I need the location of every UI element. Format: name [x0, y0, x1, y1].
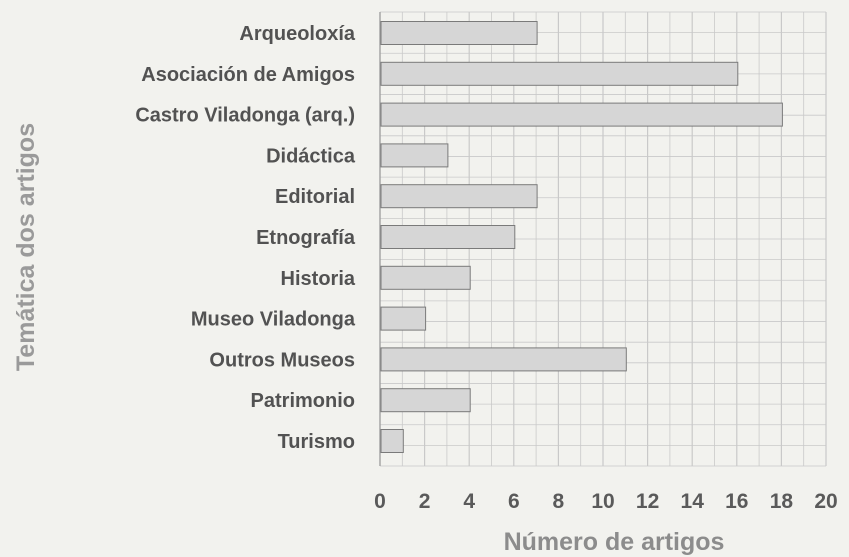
bar-4 [380, 143, 449, 168]
bar-7 [380, 265, 471, 290]
category-label: Etnografía [256, 227, 356, 249]
x-tick-label: 4 [463, 490, 475, 513]
bar-9 [380, 347, 627, 372]
x-tick-label: 0 [374, 490, 386, 513]
x-tick-label: 12 [636, 490, 659, 513]
bar-5 [380, 184, 538, 209]
category-label: Museo Viladonga [191, 309, 356, 331]
x-tick-label: 10 [591, 490, 614, 513]
x-tick-label: 6 [508, 490, 520, 513]
bar-6 [380, 225, 516, 249]
bar-2 [380, 61, 739, 86]
x-tick-label: 16 [725, 490, 748, 513]
category-label: Editorial [275, 186, 355, 208]
category-label: Castro Viladonga (arq.) [135, 105, 355, 127]
x-tick-label: 20 [814, 490, 837, 513]
y-axis-title: Temática dos artigos [12, 123, 40, 371]
category-label: Asociación de Amigos [141, 64, 355, 86]
category-label: Didáctica [266, 145, 356, 167]
x-axis-title: Número de artigos [504, 528, 725, 556]
category-label: Turismo [278, 431, 355, 453]
x-tick-labels: 0 2 4 6 8 10 12 14 16 18 20 [374, 490, 838, 513]
bars [380, 21, 783, 453]
bar-3 [380, 102, 783, 127]
category-labels: Arqueoloxía Asociación de Amigos Castro Vi… [135, 23, 356, 453]
x-tick-label: 18 [770, 490, 794, 513]
bar-8 [380, 306, 427, 331]
category-label: Arqueoloxía [239, 23, 355, 45]
category-label: Outros Museos [209, 349, 355, 371]
x-tick-label: 8 [553, 490, 565, 513]
bar-1 [380, 21, 538, 45]
x-tick-label: 2 [419, 490, 431, 513]
category-label: Historia [281, 268, 356, 290]
x-tick-label: 14 [681, 490, 705, 513]
bar-10 [380, 388, 471, 413]
category-label: Patrimonio [251, 390, 355, 412]
bar-11 [380, 429, 404, 453]
